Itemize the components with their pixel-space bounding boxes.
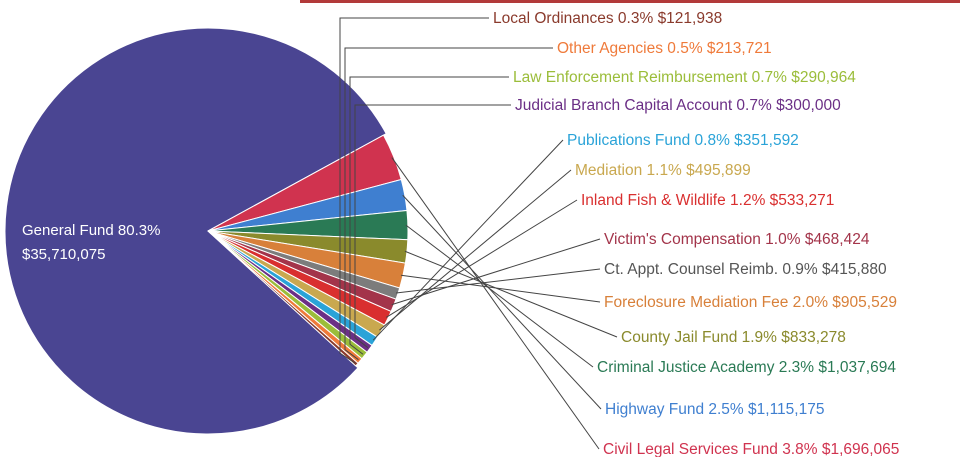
leader-civil-legal-services-fund [391,157,600,450]
pie-slice-general-fund [4,27,387,435]
label-mediation: Mediation 1.1% $495,899 [575,162,751,179]
label-other-agencies: Other Agencies 0.5% $213,721 [557,40,772,57]
label-local-ordinances: Local Ordinances 0.3% $121,938 [493,10,722,27]
leader-victim-s-compensation [391,238,601,306]
label-law-enforcement-reimbursement: Law Enforcement Reimbursement 0.7% $290,… [513,69,856,86]
slice-labels: General Fund 80.3% $35,710,075 Local Ordin… [22,10,899,457]
leader-foreclosure-mediation-fee [400,274,601,303]
leader-publications-fund [372,139,564,341]
leader-local-ordinances [339,17,489,364]
leader-criminal-justice-academy [405,224,594,368]
leader-judicial-branch-capital-account [354,104,511,349]
label-highway-fund: Highway Fund 2.5% $1,115,175 [605,401,824,418]
label-general-fund: General Fund 80.3% [22,222,160,239]
label-judicial-branch-capital-account: Judicial Branch Capital Account 0.7% $30… [515,97,841,114]
label-criminal-justice-academy: Criminal Justice Academy 2.3% $1,037,694 [597,359,896,376]
leader-ct-appt-counsel-reimb- [395,268,601,294]
label-ct-appt-counsel-reimb-: Ct. Appt. Counsel Reimb. 0.9% $415,880 [604,261,887,278]
label-inland-fish-wildlife: Inland Fish & Wildlife 1.2% $533,271 [581,192,834,209]
leader-other-agencies [344,47,553,361]
label-civil-legal-services-fund: Civil Legal Services Fund 3.8% $1,696,06… [603,441,899,457]
pie-slice-local-ordinances [207,230,359,367]
leader-law-enforcement-reimbursement [349,76,509,355]
leader-mediation [379,169,572,331]
leader-highway-fund [402,194,602,410]
label-foreclosure-mediation-fee: Foreclosure Mediation Fee 2.0% $905,529 [604,294,897,311]
leader-lines [339,17,618,450]
label-publications-fund: Publications Fund 0.8% $351,592 [567,132,799,149]
amount-general-fund: $35,710,075 [22,246,105,263]
leader-county-jail-fund [404,250,618,338]
pie-slices [4,27,409,435]
leader-inland-fish-wildlife [385,199,578,318]
label-county-jail-fund: County Jail Fund 1.9% $833,278 [621,329,846,346]
label-victim-s-compensation: Victim's Compensation 1.0% $468,424 [604,231,870,248]
